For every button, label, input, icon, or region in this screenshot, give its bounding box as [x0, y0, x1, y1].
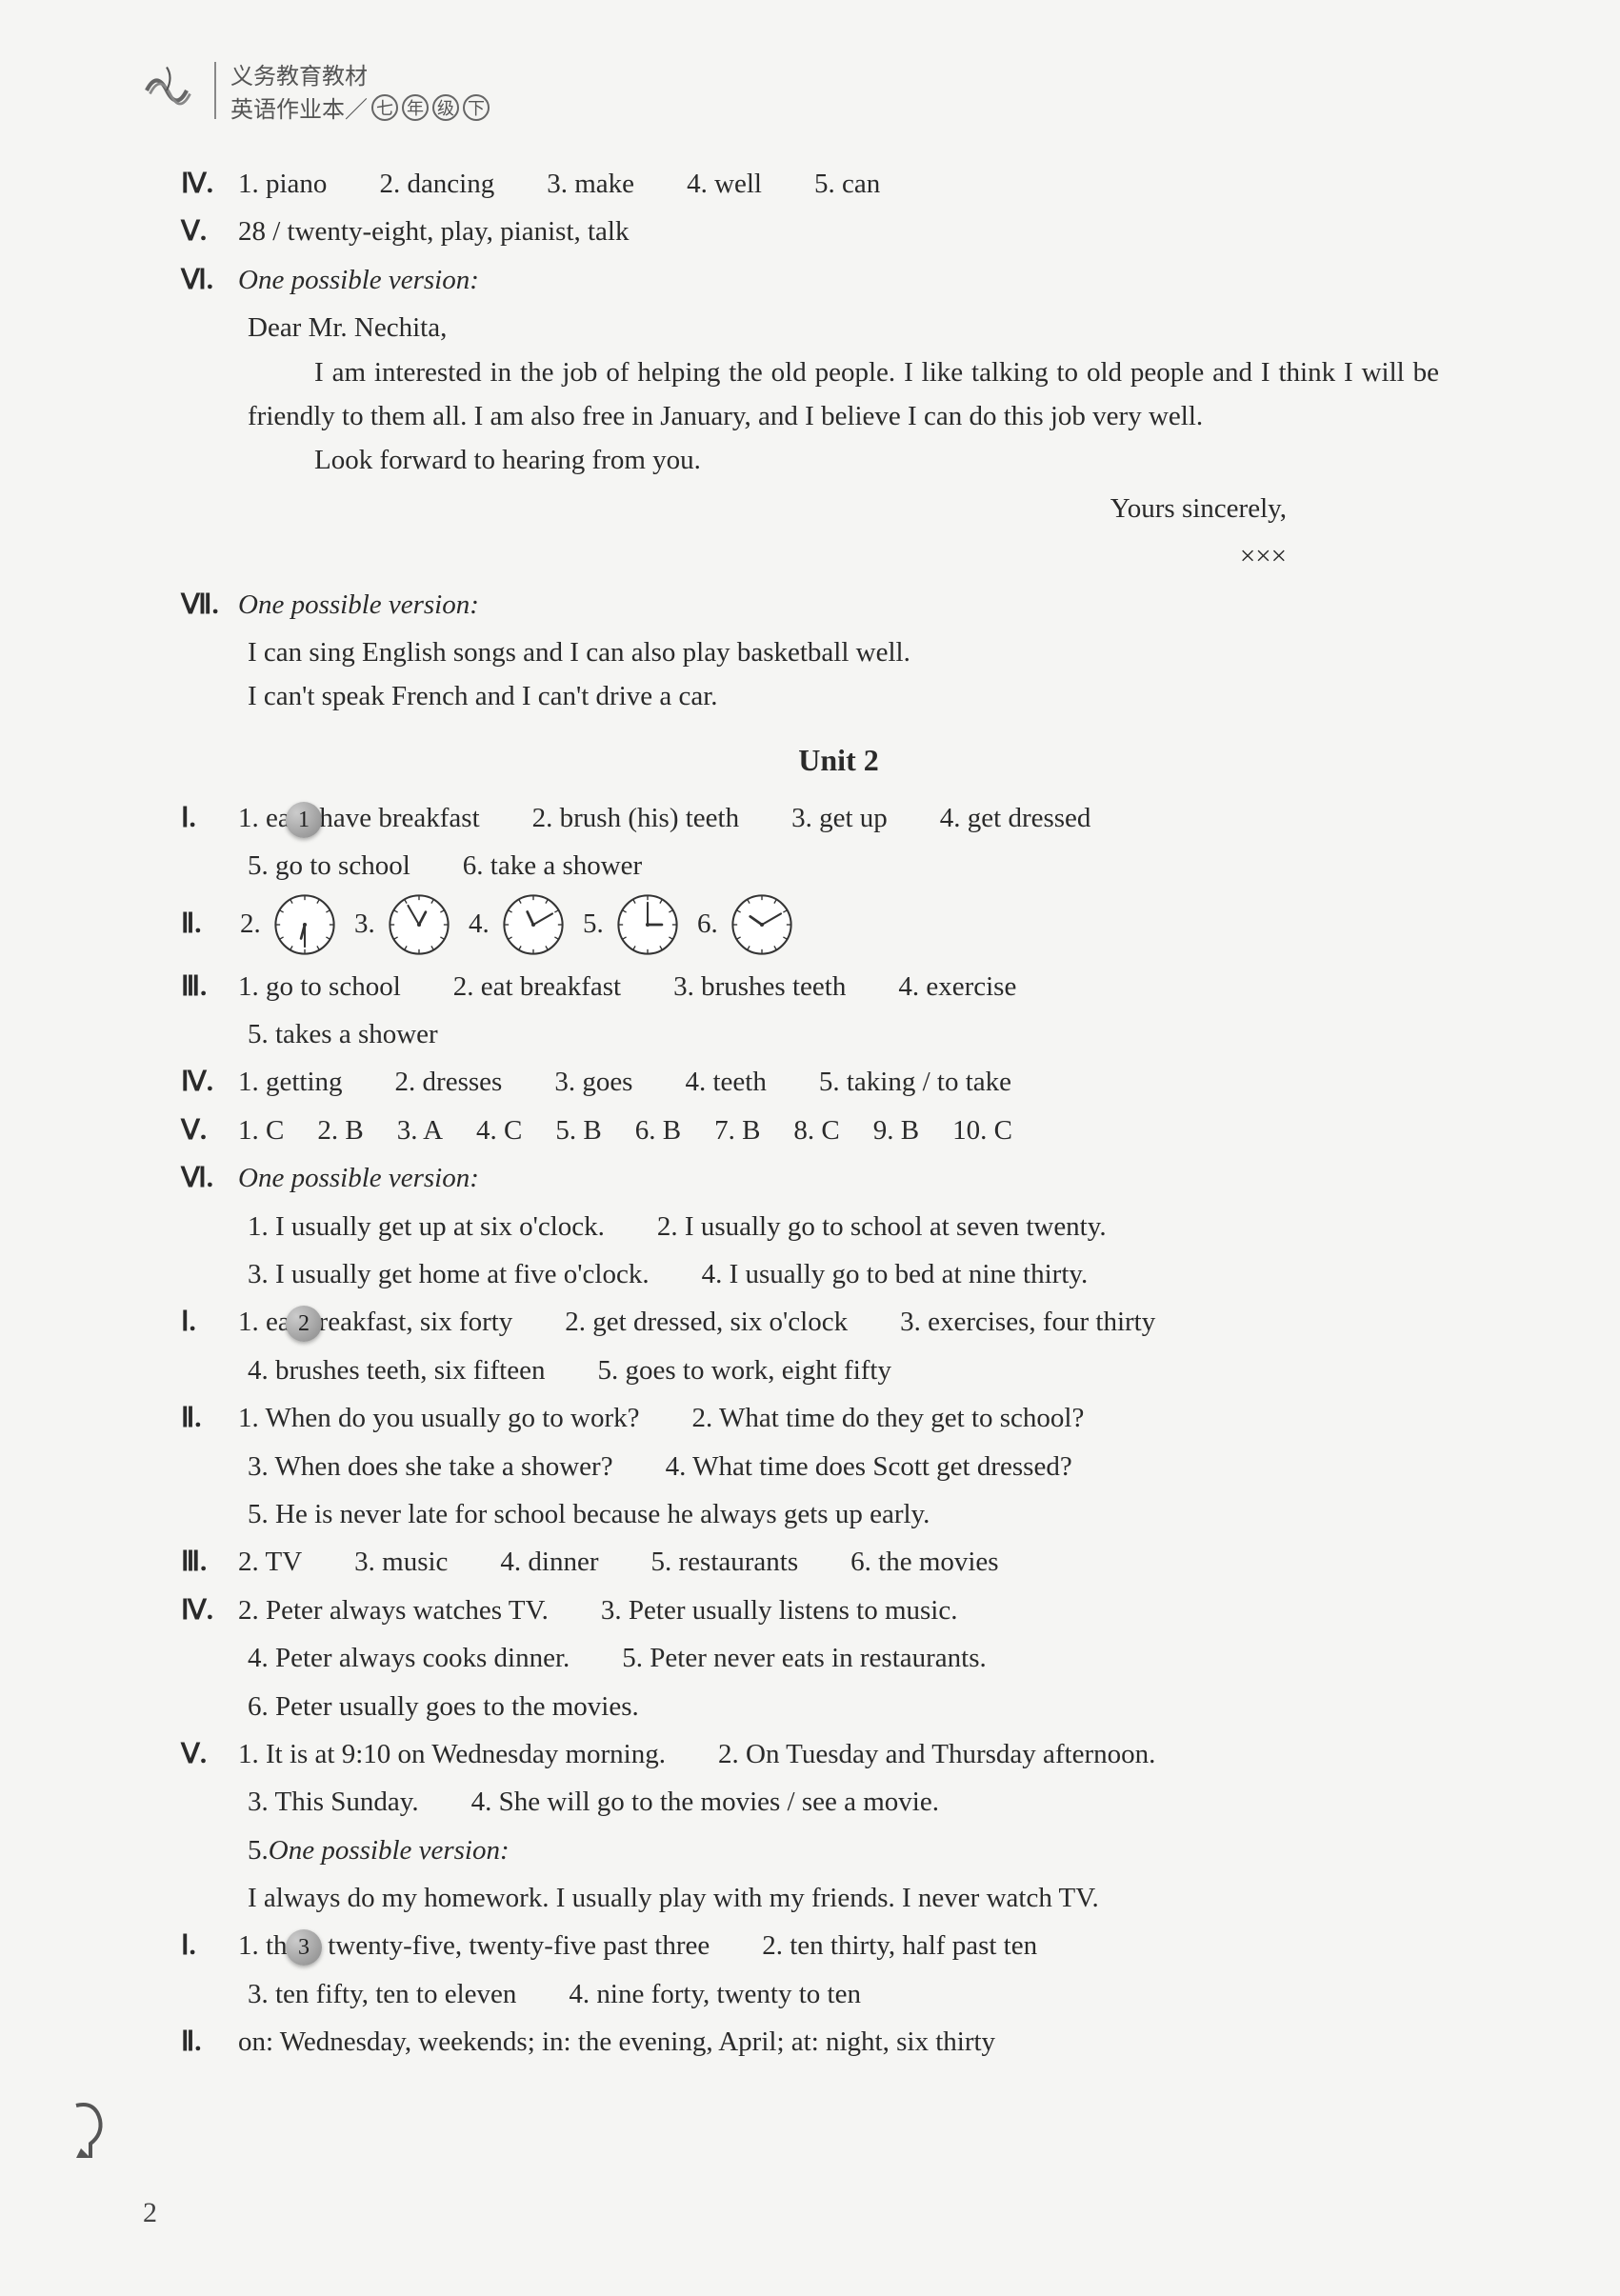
answer-row: 4. Peter always cooks dinner. 5. Peter n… [181, 1636, 1496, 1680]
roman-label: Ⅴ. [181, 1108, 238, 1152]
section-badge: 1 [286, 802, 322, 838]
answer-row: 3. This Sunday. 4. She will go to the mo… [181, 1780, 1496, 1824]
answer-row: 3. ten fifty, ten to eleven 4. nine fort… [181, 1972, 1496, 2016]
page-content: Ⅳ. 1. piano 2. dancing 3. make 4. well 5… [124, 162, 1496, 2065]
roman-label: Ⅵ. [181, 1156, 238, 1200]
answer-line: I can sing English songs and I can also … [181, 630, 1496, 674]
roman-label: Ⅴ. [181, 1732, 238, 1776]
letter-signature: ××× [181, 534, 1496, 578]
answer-row: Ⅴ. 28 / twenty-eight, play, pianist, tal… [181, 210, 1496, 253]
roman-label: Ⅶ. [181, 583, 238, 627]
roman-label: Ⅳ. [181, 1060, 238, 1104]
answer-row: Ⅴ. 1. C 2. B 3. A 4. C 5. B 6. B 7. B 8.… [181, 1108, 1496, 1152]
answer-row: Ⅰ. 1. three twenty-five, twenty-five pas… [181, 1924, 1496, 1967]
answer-row: Ⅰ. 1. eat breakfast, six forty 2. get dr… [181, 1300, 1496, 1344]
unit-title: Unit 2 [181, 736, 1496, 785]
answer-row: Ⅳ. 2. Peter always watches TV. 3. Peter … [181, 1588, 1496, 1632]
roman-label: Ⅰ. [181, 1300, 238, 1344]
clock-icon [730, 892, 794, 957]
roman-label: Ⅰ. [181, 1924, 238, 1967]
roman-label: Ⅰ. [181, 796, 238, 840]
header-divider [214, 62, 216, 119]
answer-line: I can't speak French and I can't drive a… [181, 674, 1496, 718]
possible-version-lead: One possible version: [238, 258, 479, 302]
roman-label: Ⅲ. [181, 1540, 238, 1584]
header-text: 义务教育教材 英语作业本／ 七 年 级 下 [230, 57, 490, 124]
header-line2: 英语作业本／ 七 年 级 下 [230, 90, 490, 124]
page-header: 义务教育教材 英语作业本／ 七 年 级 下 [124, 57, 1496, 124]
clock-label: 2. [240, 902, 267, 946]
answer-row: 5. go to school 6. take a shower [181, 844, 1496, 888]
clock-icon [272, 892, 337, 957]
clock-icon [501, 892, 566, 957]
clock-label: 5. [583, 902, 610, 946]
possible-version-lead: One possible version: [238, 583, 479, 627]
answer-row: Ⅳ. 1. piano 2. dancing 3. make 4. well 5… [181, 162, 1496, 206]
answer-row: 5. He is never late for school because h… [181, 1492, 1496, 1536]
clock-label: 4. [469, 902, 495, 946]
clock-label: 3. [354, 902, 381, 946]
answer-row: Ⅵ. One possible version: [181, 1156, 1496, 1200]
answer-row: Ⅵ. One possible version: [181, 258, 1496, 302]
answer-row: Ⅱ. on: Wednesday, weekends; in: the even… [181, 2020, 1496, 2064]
page-number: 2 [143, 2197, 157, 2229]
answer-row: Ⅴ. 1. It is at 9:10 on Wednesday morning… [181, 1732, 1496, 1776]
possible-version-lead: One possible version: [238, 1156, 479, 1200]
roman-label: Ⅳ. [181, 162, 238, 206]
roman-label: Ⅵ. [181, 258, 238, 302]
answer-row: 4. brushes teeth, six fifteen 5. goes to… [181, 1348, 1496, 1392]
answer-row: Ⅶ. One possible version: [181, 583, 1496, 627]
answer-row: 3. When does she take a shower? 4. What … [181, 1445, 1496, 1488]
letter-body: I am interested in the job of helping th… [181, 350, 1496, 483]
letter-closing: Yours sincerely, [181, 487, 1496, 530]
clock-icon [387, 892, 451, 957]
answer-row: Ⅱ. 1. When do you usually go to work? 2.… [181, 1396, 1496, 1440]
answer-row: Ⅲ. 2. TV 3. music 4. dinner 5. restauran… [181, 1540, 1496, 1584]
clock-label: 6. [697, 902, 724, 946]
roman-label: Ⅳ. [181, 1588, 238, 1632]
clock-icon [615, 892, 680, 957]
header-line1: 义务教育教材 [230, 57, 490, 90]
logo-icon [133, 57, 200, 124]
roman-label: Ⅱ. [181, 1396, 238, 1440]
roman-label: Ⅱ. [181, 2020, 238, 2064]
possible-version-lead: One possible version: [269, 1828, 510, 1872]
answer-row: 6. Peter usually goes to the movies. [181, 1685, 1496, 1728]
answer-row: Ⅰ. 1. eat / have breakfast 2. brush (his… [181, 796, 1496, 840]
roman-label: Ⅱ. [181, 902, 229, 946]
roman-label: Ⅴ. [181, 210, 238, 253]
answer-row: 1. I usually get up at six o'clock. 2. I… [181, 1205, 1496, 1248]
answer-row: 5. takes a shower [181, 1012, 1496, 1056]
clock-row: Ⅱ. 2. 3. 4. 5. 6. [181, 892, 1496, 957]
answer-row: Ⅲ. 1. go to school 2. eat breakfast 3. b… [181, 965, 1496, 1008]
answer-row: Ⅳ. 1. getting 2. dresses 3. goes 4. teet… [181, 1060, 1496, 1104]
corner-mark-icon [67, 2096, 114, 2163]
letter-salutation: Dear Mr. Nechita, [181, 306, 1496, 349]
answer-row: I always do my homework. I usually play … [181, 1876, 1496, 1920]
answer-row: 3. I usually get home at five o'clock. 4… [181, 1252, 1496, 1296]
roman-label: Ⅲ. [181, 965, 238, 1008]
answer-row: 5. One possible version: [181, 1828, 1496, 1872]
